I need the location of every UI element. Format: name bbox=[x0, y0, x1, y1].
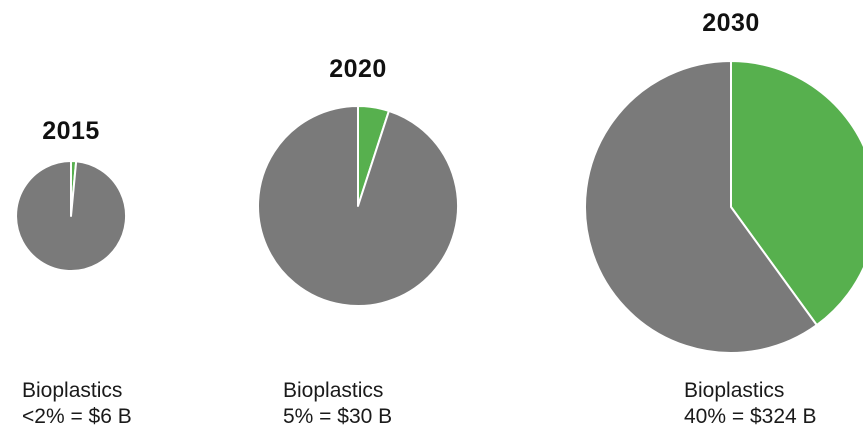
caption-2020: Bioplastics 5% = $30 B bbox=[283, 378, 392, 430]
pie-2030-slice-other bbox=[584, 60, 818, 354]
caption-2020-label: Bioplastics bbox=[283, 379, 384, 402]
caption-2020-value: 5% = $30 B bbox=[283, 405, 393, 428]
pie-2020-slice-other bbox=[257, 105, 460, 307]
pie-title-2030: 2030 bbox=[702, 9, 760, 37]
pie-title-2020: 2020 bbox=[329, 55, 387, 83]
caption-2015: Bioplastics <2% = $6 B bbox=[22, 378, 132, 430]
caption-2015-label: Bioplastics bbox=[22, 379, 123, 402]
pie-2030-slice-bioplastics bbox=[730, 60, 863, 327]
caption-2030-label: Bioplastics bbox=[684, 379, 785, 402]
pie-2015-slice-other bbox=[15, 160, 128, 272]
caption-2015-value: <2% = $6 B bbox=[22, 405, 132, 428]
caption-2030: Bioplastics 40% = $324 B bbox=[684, 378, 817, 430]
pie-title-2015: 2015 bbox=[42, 117, 100, 145]
caption-2030-value: 40% = $324 B bbox=[684, 405, 817, 428]
